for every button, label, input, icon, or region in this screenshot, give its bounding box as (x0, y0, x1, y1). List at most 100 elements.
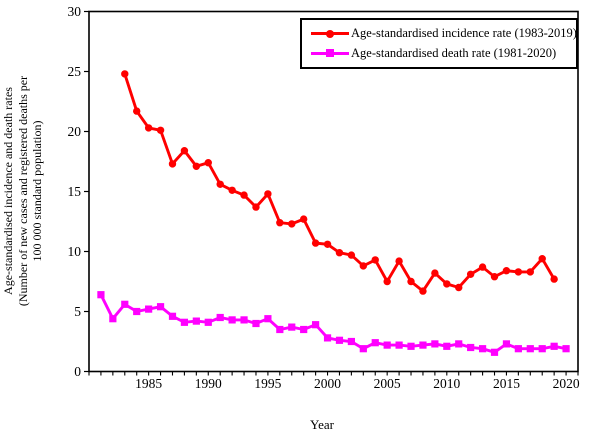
incidence-data-point (371, 256, 379, 264)
x-tick-label: 2005 (374, 376, 401, 391)
y-tick-label: 20 (68, 124, 82, 139)
incidence-series-line (123, 73, 556, 294)
death-data-point (478, 345, 487, 353)
death-data-point (347, 337, 355, 346)
legend-label-incidence: Age-standardised incidence rate (1983-20… (351, 26, 577, 41)
death-data-point (180, 318, 189, 326)
death-data-point (121, 300, 129, 308)
incidence-data-point (359, 262, 368, 270)
death-data-point (562, 345, 570, 353)
y-axis-title-line-1: Age-standardised incidence and death rat… (1, 87, 16, 295)
x-axis-title: Year (310, 417, 334, 432)
death-data-point (371, 339, 379, 347)
y-axis-title-line-3: 100 000 standard population) (30, 120, 45, 262)
x-tick-label: 2000 (314, 376, 341, 391)
death-data-point (455, 340, 463, 348)
incidence-data-point (550, 275, 558, 283)
death-data-point (502, 340, 511, 348)
death-data-point (156, 303, 165, 311)
incidence-data-point (431, 269, 439, 277)
incidence-data-point (240, 191, 248, 199)
incidence-data-point (347, 251, 356, 259)
death-data-point (204, 318, 212, 326)
death-data-point (443, 342, 451, 350)
death-data-point (467, 343, 475, 352)
death-data-point (264, 315, 272, 323)
death-data-point (419, 341, 427, 349)
y-axis-title-line-2: (Number of new cases and registered deat… (15, 75, 30, 307)
death-data-point (407, 342, 415, 350)
incidence-data-point (395, 257, 403, 265)
incidence-data-point (288, 220, 296, 228)
y-tick-label: 25 (68, 64, 82, 79)
death-data-point (97, 291, 105, 299)
incidence-data-point (478, 263, 487, 271)
legend-label-death: Age-standardised death rate (1981-2020) (351, 45, 557, 60)
death-data-point (323, 334, 332, 342)
death-data-point (490, 348, 499, 356)
incidence-data-point (204, 159, 212, 167)
incidence-data-point (264, 190, 272, 198)
incidence-data-point (502, 267, 511, 275)
legend-item-death: Age-standardised death rate (1981-2020) (311, 46, 570, 61)
death-data-point (145, 305, 153, 313)
incidence-circle-marker-icon (326, 29, 334, 38)
death-data-point (168, 312, 177, 320)
legend: Age-standardised incidence rate (1983-20… (300, 18, 578, 69)
death-data-point (216, 313, 224, 322)
death-data-point (514, 345, 522, 353)
death-data-point (431, 340, 439, 348)
incidence-data-point (455, 283, 463, 292)
x-tick-label: 1990 (195, 376, 222, 391)
incidence-data-point (323, 240, 332, 248)
incidence-data-point (538, 255, 546, 263)
incidence-data-point (228, 186, 236, 194)
death-line-sample (311, 48, 349, 58)
death-data-point (228, 316, 236, 324)
incidence-data-point (180, 147, 189, 155)
death-data-point (312, 321, 320, 329)
death-data-point (276, 325, 284, 334)
y-tick-label: 30 (68, 4, 82, 19)
incidence-data-point (276, 219, 284, 227)
x-tick-label: 1995 (254, 376, 281, 391)
y-tick-label: 0 (74, 364, 81, 379)
incidence-data-point (466, 270, 475, 278)
incidence-data-point (216, 180, 224, 188)
legend-item-incidence: Age-standardised incidence rate (1983-20… (311, 26, 577, 41)
incidence-data-point (311, 239, 320, 247)
incidence-data-point (490, 273, 499, 281)
incidence-line-sample (311, 29, 349, 39)
incidence-data-point (252, 203, 260, 211)
y-tick-label: 15 (68, 184, 82, 199)
incidence-data-point (144, 124, 153, 132)
death-data-point (288, 323, 296, 331)
incidence-data-point (419, 287, 427, 295)
death-series-line (99, 294, 567, 354)
incidence-data-point (526, 268, 534, 276)
death-data-point (383, 341, 391, 349)
y-tick-label: 10 (68, 244, 82, 259)
incidence-data-point (407, 277, 415, 286)
x-tick-label: 2010 (433, 376, 460, 391)
incidence-data-point (335, 249, 344, 257)
incidence-data-point (299, 215, 308, 223)
incidence-data-point (443, 280, 451, 288)
x-tick-label: 2020 (553, 376, 580, 391)
y-axis-title: Age-standardised incidence and death rat… (1, 1, 45, 381)
incidence-data-point (514, 268, 523, 276)
death-data-point (240, 316, 248, 324)
incidence-data-point (383, 277, 391, 286)
y-tick-label: 5 (74, 304, 81, 319)
x-tick-label: 1985 (135, 376, 162, 391)
death-data-point (526, 345, 534, 353)
death-data-point (550, 342, 558, 350)
death-data-point (300, 325, 308, 334)
death-data-point (538, 345, 546, 353)
incidence-data-point (156, 126, 165, 134)
death-data-point (359, 345, 367, 353)
death-data-point (133, 307, 141, 316)
incidence-data-point (168, 160, 177, 168)
death-data-point (252, 319, 260, 328)
